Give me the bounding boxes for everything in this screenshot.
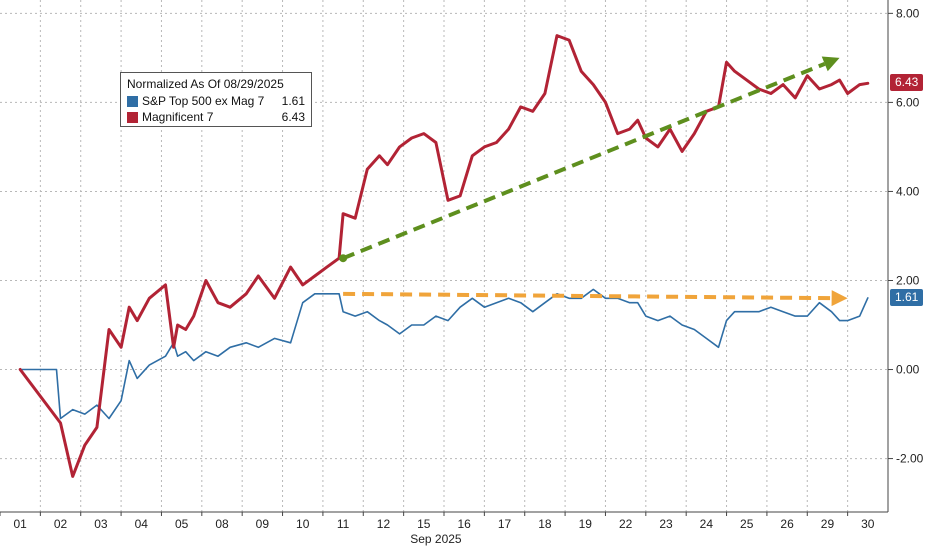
legend-name: Magnificent 7 bbox=[142, 110, 214, 124]
axes: -2.00 0.00 2.00 4.00 6.00 8.00 01 02 03 04 05 08 09 1… bbox=[0, 0, 924, 531]
y-tick-label: 6.00 bbox=[896, 95, 920, 109]
arrow-head bbox=[831, 290, 848, 307]
x-tick-label: 18 bbox=[538, 517, 552, 531]
legend-swatch bbox=[127, 111, 138, 123]
y-tick-label: 0.00 bbox=[896, 363, 920, 377]
y-tick-label: 2.00 bbox=[896, 273, 920, 287]
x-tick-label: 04 bbox=[135, 517, 149, 531]
x-tick-label: 12 bbox=[377, 517, 391, 531]
x-tick-label: 16 bbox=[458, 517, 472, 531]
annotations bbox=[339, 56, 848, 307]
x-tick-label: 17 bbox=[498, 517, 512, 531]
end-value-label-sp500: 1.61 bbox=[890, 288, 924, 306]
y-tick-label: 4.00 bbox=[896, 184, 920, 198]
x-tick-label: 05 bbox=[175, 517, 189, 531]
x-tick-label: 24 bbox=[700, 517, 714, 531]
x-tick-label: 26 bbox=[780, 517, 794, 531]
legend-title: Normalized As Of 08/29/2025 bbox=[127, 77, 284, 91]
y-tick-label: -2.00 bbox=[896, 452, 924, 466]
legend: Normalized As Of 08/29/2025 S&P Top 500 … bbox=[120, 72, 312, 127]
y-tick-label: 8.00 bbox=[896, 6, 920, 20]
x-tick-label: 25 bbox=[740, 517, 754, 531]
legend-swatch bbox=[127, 95, 138, 107]
x-tick-label: 09 bbox=[256, 517, 270, 531]
legend-value: 1.61 bbox=[281, 94, 305, 108]
end-value-label-mag7: 6.43 bbox=[890, 74, 924, 92]
x-tick-label: 08 bbox=[215, 517, 229, 531]
legend-entry-mag7: Magnificent 7 6.43 bbox=[127, 109, 305, 125]
x-tick-label: 10 bbox=[296, 517, 310, 531]
x-tick-label: 03 bbox=[94, 517, 108, 531]
x-tick-label: 01 bbox=[14, 517, 28, 531]
trend-arrow-sp500 bbox=[343, 291, 832, 301]
x-tick-label: 23 bbox=[659, 517, 673, 531]
series-line-sp500 bbox=[19, 288, 869, 420]
arrow-head bbox=[821, 56, 840, 72]
x-tick-label: 02 bbox=[54, 517, 68, 531]
x-tick-label: 22 bbox=[619, 517, 633, 531]
series-layer bbox=[18, 34, 870, 478]
legend-value: 6.43 bbox=[281, 110, 305, 124]
x-tick-label: 30 bbox=[861, 517, 875, 531]
x-tick-label: 19 bbox=[579, 517, 593, 531]
trend-arrow-mag7 bbox=[342, 62, 826, 261]
legend-name: S&P Top 500 ex Mag 7 bbox=[142, 94, 265, 108]
x-tick-label: 11 bbox=[337, 517, 350, 531]
legend-entry-sp500: S&P Top 500 ex Mag 7 1.61 bbox=[127, 93, 305, 109]
x-tick-label: 29 bbox=[821, 517, 835, 531]
x-axis-label: Sep 2025 bbox=[410, 532, 462, 546]
arrow-start-dot bbox=[339, 254, 348, 263]
series-line-mag7 bbox=[18, 34, 870, 478]
x-tick-label: 15 bbox=[417, 517, 431, 531]
